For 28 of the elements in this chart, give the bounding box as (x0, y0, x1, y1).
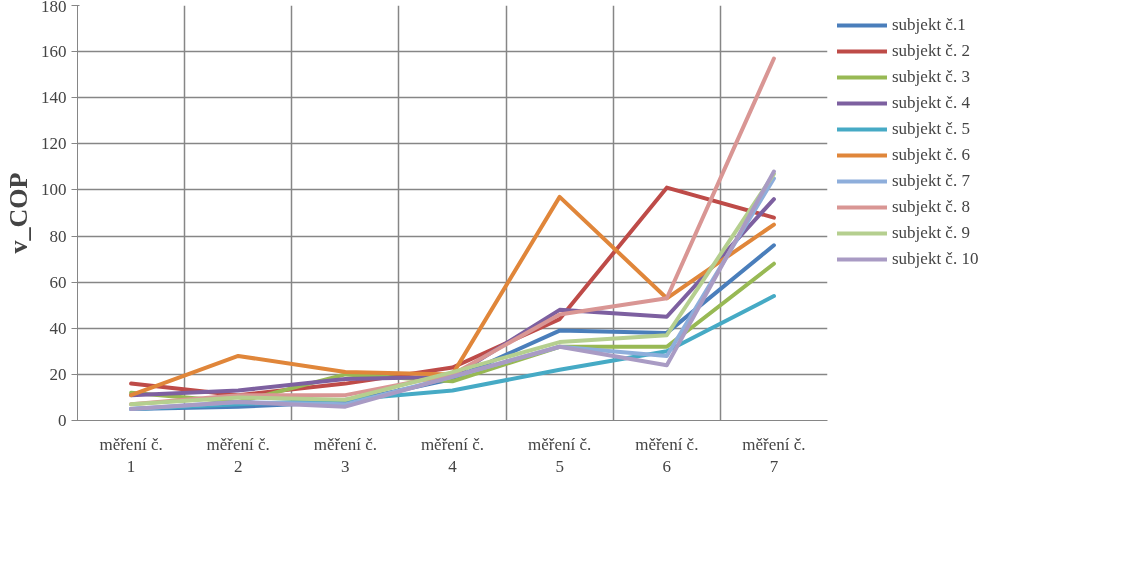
legend-label: subjekt č. 8 (892, 197, 970, 217)
legend-label: subjekt č. 5 (892, 119, 970, 139)
y-axis-title: v_COP (4, 172, 33, 254)
y-tick-label: 140 (41, 88, 67, 108)
y-tick-label: 100 (41, 180, 67, 200)
x-tick-label: měření č. 7 (742, 434, 806, 477)
y-tick-label: 40 (49, 318, 67, 338)
legend-label: subjekt č. 6 (892, 145, 970, 165)
y-tick-label: 120 (41, 134, 67, 154)
legend-label: subjekt č. 3 (892, 67, 970, 87)
legend-label: subjekt č. 10 (892, 249, 979, 269)
legend-label: subjekt č. 9 (892, 223, 970, 243)
x-tick-label: měření č. 5 (528, 434, 592, 477)
y-tick-label: 60 (49, 272, 67, 292)
legend-label: subjekt č. 7 (892, 171, 970, 191)
x-tick-label: měření č. 1 (99, 434, 163, 477)
legend-label: subjekt č. 2 (892, 41, 970, 61)
x-tick-label: měření č. 4 (420, 434, 485, 477)
y-tick-label: 180 (41, 0, 67, 16)
y-tick-label: 160 (41, 42, 67, 62)
y-tick-label: 20 (49, 364, 67, 384)
x-tick-label: měření č. 6 (635, 434, 699, 477)
legend-label: subjekt č.1 (892, 15, 966, 35)
y-tick-label: 80 (49, 226, 67, 246)
x-tick-label: měření č. 2 (206, 434, 270, 477)
x-tick-label: měření č. 3 (313, 434, 377, 477)
legend-label: subjekt č. 4 (892, 93, 970, 113)
y-tick-label: 0 (58, 411, 67, 430)
